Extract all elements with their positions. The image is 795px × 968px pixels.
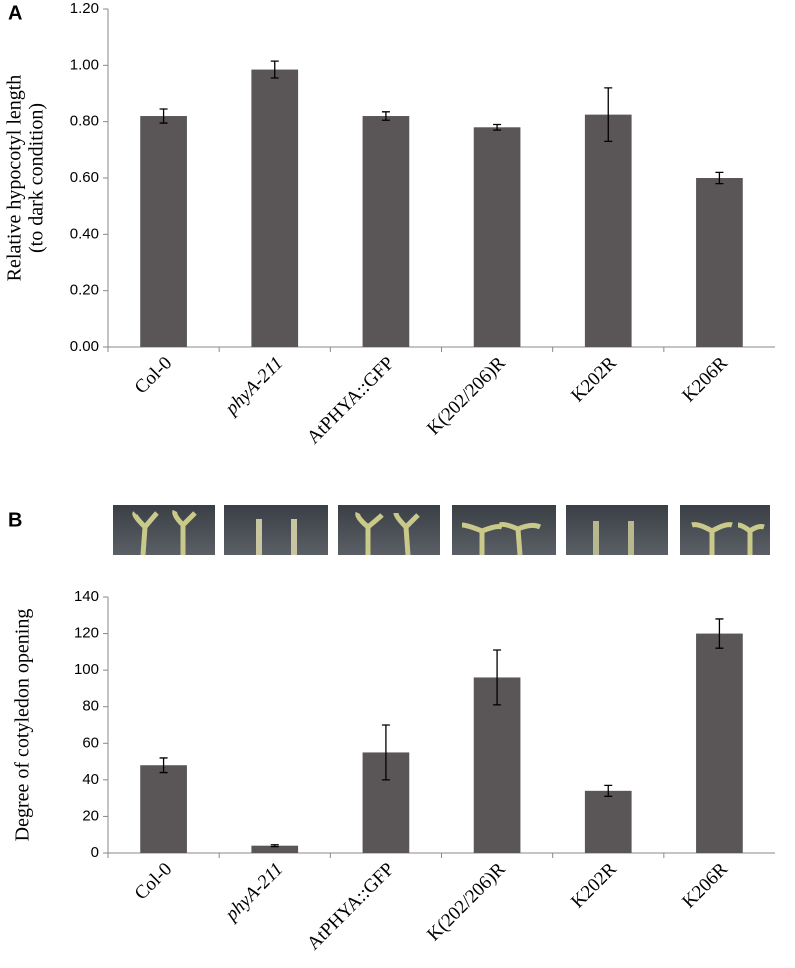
x-tick-label: K(202/206)R <box>423 353 510 440</box>
y-tick-label: 1.20 <box>70 0 99 17</box>
error-bar <box>159 757 168 774</box>
x-tick-label: Col-0 <box>131 353 176 398</box>
x-tick-label: K202R <box>567 353 621 407</box>
seedling-photos <box>113 505 770 556</box>
bar <box>140 765 187 853</box>
y-tick-label: 120 <box>74 625 99 642</box>
bar <box>696 633 743 853</box>
bar <box>473 127 521 347</box>
x-tick-label: K202R <box>567 859 621 913</box>
panel-label: A <box>8 2 22 24</box>
y-tick-label: 0.80 <box>70 113 99 130</box>
y-axis-title: (to dark condition) <box>26 103 48 253</box>
error-bar <box>493 649 502 706</box>
bar <box>584 114 632 347</box>
y-tick-label: 0 <box>91 844 99 861</box>
x-tick-label: phyA-211 <box>220 859 288 927</box>
y-axis-title: Relative hypocotyl length <box>4 75 26 282</box>
bar <box>251 69 299 347</box>
y-axis-title: Degree of cotyledon opening <box>12 609 34 842</box>
y-tick-label: 0.00 <box>70 338 99 355</box>
y-tick-label: 80 <box>82 698 99 715</box>
bar <box>473 677 521 853</box>
y-tick-label: 100 <box>74 661 99 678</box>
y-tick-label: 1.00 <box>70 56 99 73</box>
x-tick-label: Col-0 <box>131 859 176 904</box>
bar <box>140 116 187 348</box>
x-tick-label: AtPHYA::GFP <box>303 859 398 954</box>
error-bar <box>604 784 613 797</box>
error-bar <box>270 844 279 848</box>
x-tick-label: K(202/206)R <box>423 859 510 946</box>
error-bar <box>270 60 279 79</box>
error-bar <box>381 111 390 121</box>
y-tick-label: 60 <box>82 734 99 751</box>
bar <box>696 178 743 347</box>
bar <box>251 845 299 853</box>
bar <box>584 790 632 853</box>
y-tick-label: 40 <box>82 771 99 788</box>
y-tick-label: 140 <box>74 588 99 605</box>
y-tick-label: 20 <box>82 807 99 824</box>
y-tick-label: 0.60 <box>70 169 99 186</box>
y-tick-label: 0.20 <box>70 282 99 299</box>
error-bar <box>715 171 724 185</box>
x-tick-label: K206R <box>678 859 732 913</box>
bar <box>362 116 410 348</box>
y-tick-label: 0.40 <box>70 225 99 242</box>
x-tick-label: AtPHYA::GFP <box>303 353 398 448</box>
x-tick-label: phyA-211 <box>220 353 288 421</box>
error-bar <box>715 618 724 649</box>
panel-label: B <box>8 509 22 531</box>
x-tick-label: K206R <box>678 353 732 407</box>
error-bar <box>604 87 613 143</box>
error-bar <box>493 123 502 131</box>
error-bar <box>381 724 390 781</box>
error-bar <box>159 108 168 124</box>
